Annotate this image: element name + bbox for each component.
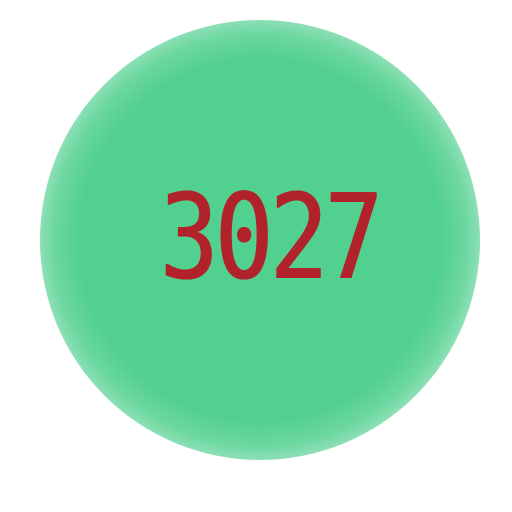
green-circle: [40, 20, 480, 460]
number-label: 3027: [160, 168, 383, 306]
